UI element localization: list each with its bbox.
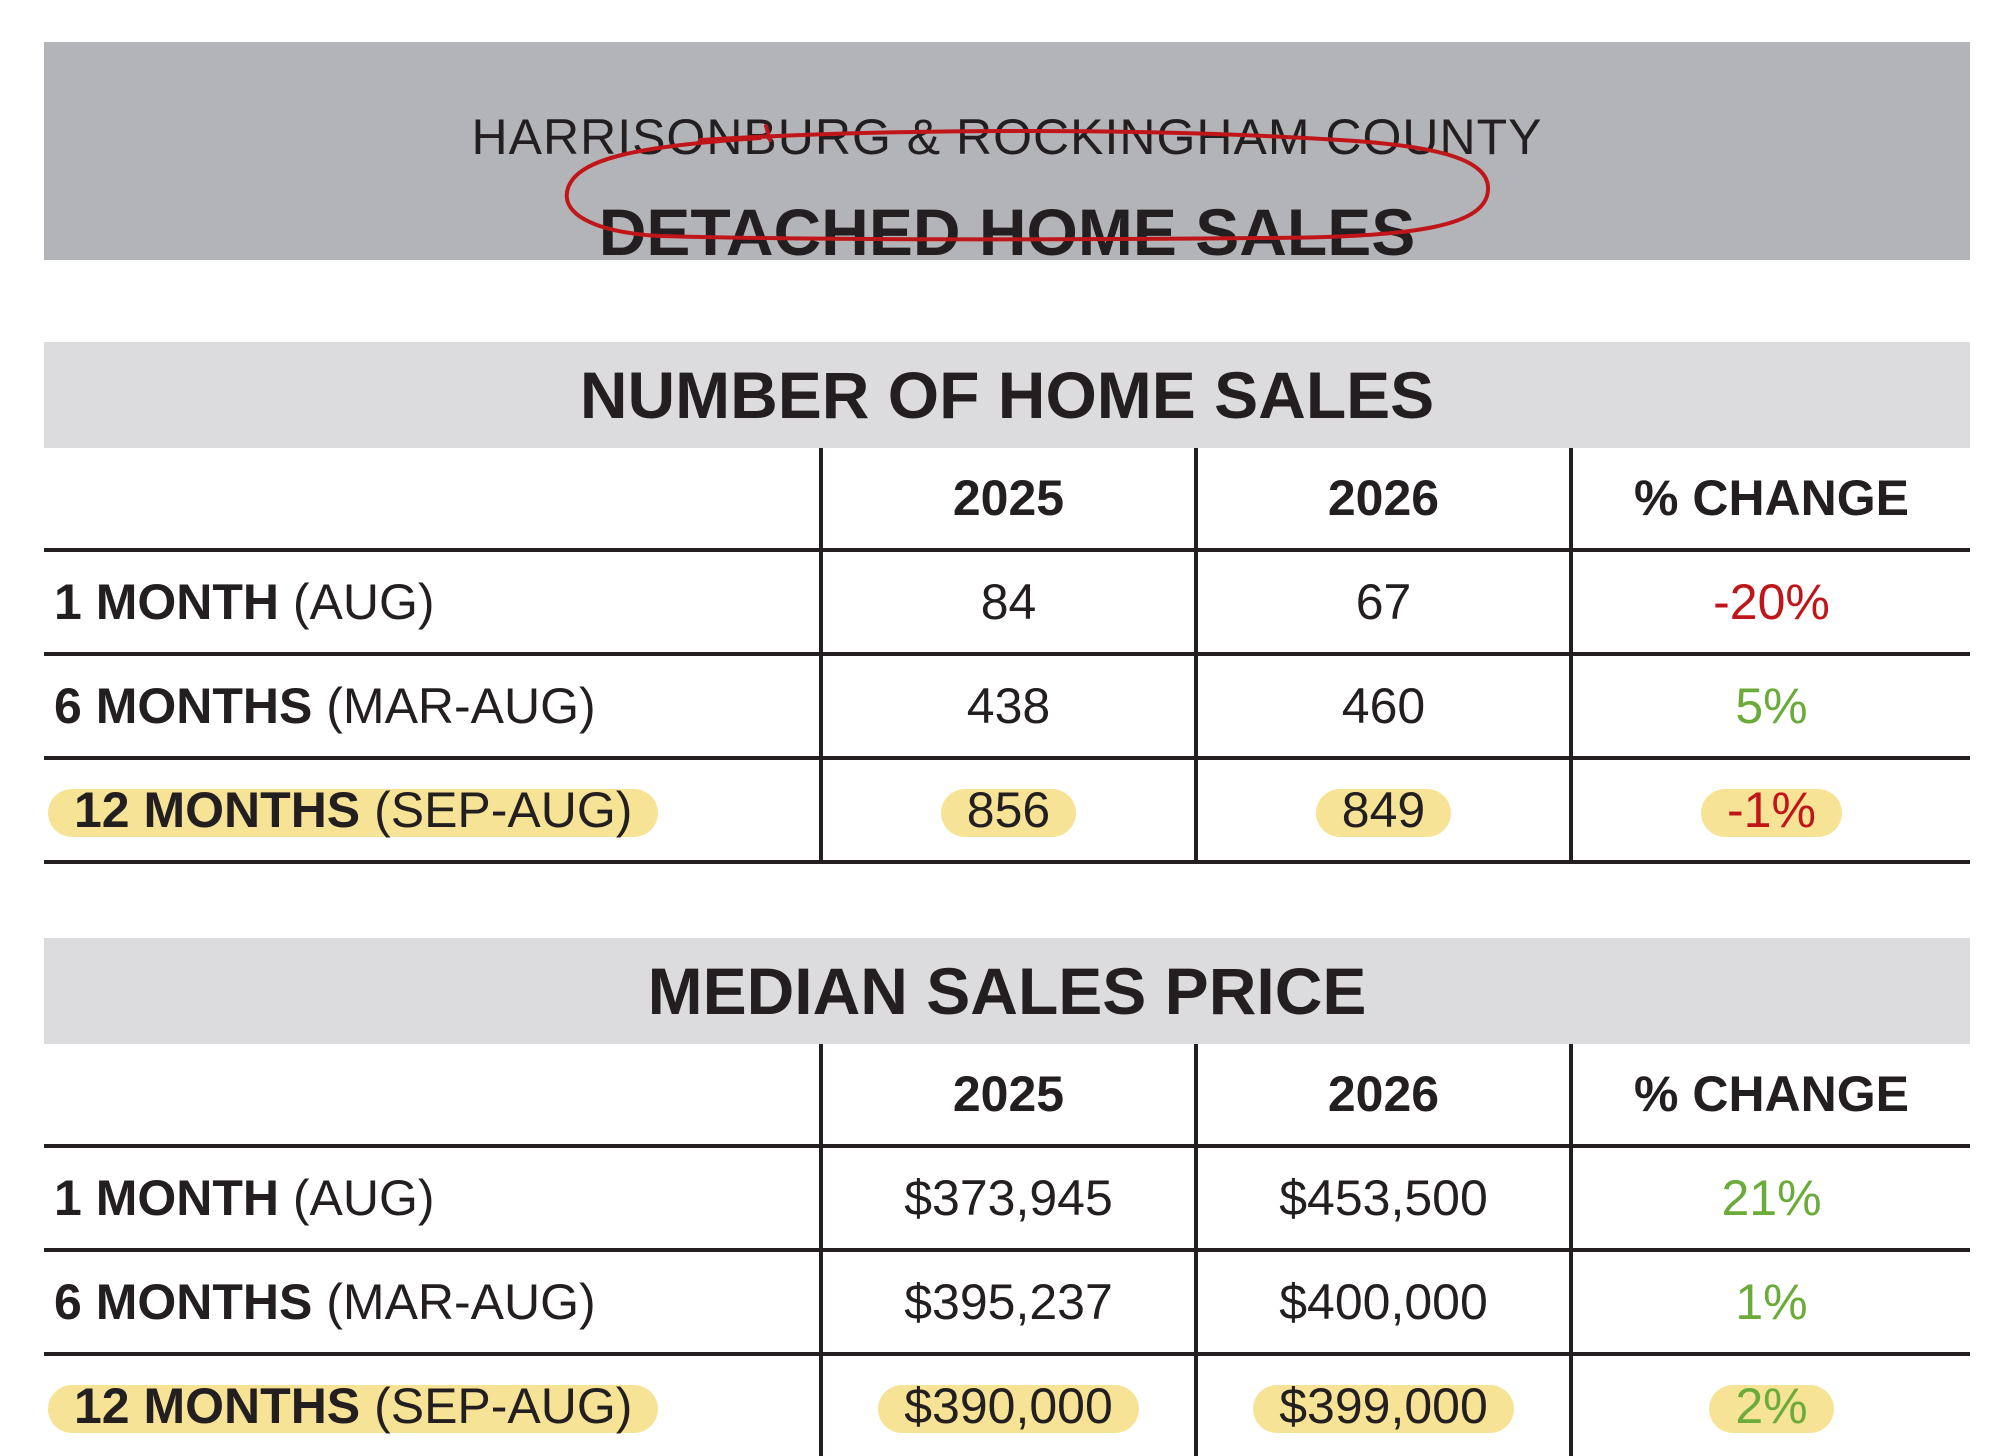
number-of-home-sales-section: NUMBER OF HOME SALES 2025 2026 % CHANGE …: [44, 342, 1970, 864]
column-header: % CHANGE: [1569, 1044, 1970, 1148]
row-label: 1 MONTH (AUG): [44, 550, 821, 656]
value-2025: $373,945: [819, 1146, 1196, 1252]
row-label: 6 MONTHS (MAR-AUG): [44, 1250, 821, 1356]
value-2026: $400,000: [1194, 1250, 1571, 1356]
table-row: 1 MONTH (AUG) 84 67 -20%: [44, 550, 1970, 656]
value-2025: $390,000: [819, 1354, 1196, 1456]
value-2026: 849: [1194, 758, 1571, 864]
table-row: 1 MONTH (AUG) $373,945 $453,500 21%: [44, 1146, 1970, 1252]
column-header: [44, 448, 821, 552]
value-2026: $453,500: [1194, 1146, 1571, 1252]
value-2026: 67: [1194, 550, 1571, 656]
percent-change: 2%: [1569, 1354, 1970, 1456]
section-title: MEDIAN SALES PRICE: [44, 938, 1970, 1044]
percent-change: -1%: [1569, 758, 1970, 864]
percent-change: 21%: [1569, 1146, 1970, 1252]
report-banner: HARRISONBURG & ROCKINGHAM COUNTY DETACHE…: [44, 42, 1970, 269]
column-header: % CHANGE: [1569, 448, 1970, 552]
column-header: 2025: [819, 1044, 1196, 1148]
column-header: 2026: [1194, 1044, 1571, 1148]
highlight-marker: 12 MONTHS (SEP-AUG): [47, 781, 659, 839]
column-header: [44, 1044, 821, 1148]
row-label: 12 MONTHS (SEP-AUG): [44, 1354, 821, 1456]
percent-change: 5%: [1569, 654, 1970, 760]
table-header-row: 2025 2026 % CHANGE: [44, 1044, 1970, 1148]
table-row: 6 MONTHS (MAR-AUG) 438 460 5%: [44, 654, 1970, 760]
value-2025: 856: [819, 758, 1196, 864]
highlight-marker: 12 MONTHS (SEP-AUG): [47, 1377, 659, 1435]
report-subtitle: HARRISONBURG & ROCKINGHAM COUNTY: [471, 109, 1543, 165]
table-header-row: 2025 2026 % CHANGE: [44, 448, 1970, 552]
section-title: NUMBER OF HOME SALES: [44, 342, 1970, 448]
home-sales-table: 2025 2026 % CHANGE 1 MONTH (AUG) 84 67 -…: [44, 448, 1970, 864]
value-2025: 438: [819, 654, 1196, 760]
report-title: DETACHED HOME SALES: [598, 195, 1416, 269]
median-sales-price-section: MEDIAN SALES PRICE 2025 2026 % CHANGE 1 …: [44, 938, 1970, 1456]
table-row-highlighted: 12 MONTHS (SEP-AUG) $390,000 $399,000 2%: [44, 1354, 1970, 1456]
percent-change: 1%: [1569, 1250, 1970, 1356]
column-header: 2026: [1194, 448, 1571, 552]
value-2025: 84: [819, 550, 1196, 656]
value-2026: 460: [1194, 654, 1571, 760]
row-label: 6 MONTHS (MAR-AUG): [44, 654, 821, 760]
table-row: 6 MONTHS (MAR-AUG) $395,237 $400,000 1%: [44, 1250, 1970, 1356]
median-price-table: 2025 2026 % CHANGE 1 MONTH (AUG) $373,94…: [44, 1044, 1970, 1456]
value-2025: $395,237: [819, 1250, 1196, 1356]
column-header: 2025: [819, 448, 1196, 552]
value-2026: $399,000: [1194, 1354, 1571, 1456]
table-row-highlighted: 12 MONTHS (SEP-AUG) 856 849 -1%: [44, 758, 1970, 864]
row-label: 12 MONTHS (SEP-AUG): [44, 758, 821, 864]
percent-change: -20%: [1569, 550, 1970, 656]
row-label: 1 MONTH (AUG): [44, 1146, 821, 1252]
